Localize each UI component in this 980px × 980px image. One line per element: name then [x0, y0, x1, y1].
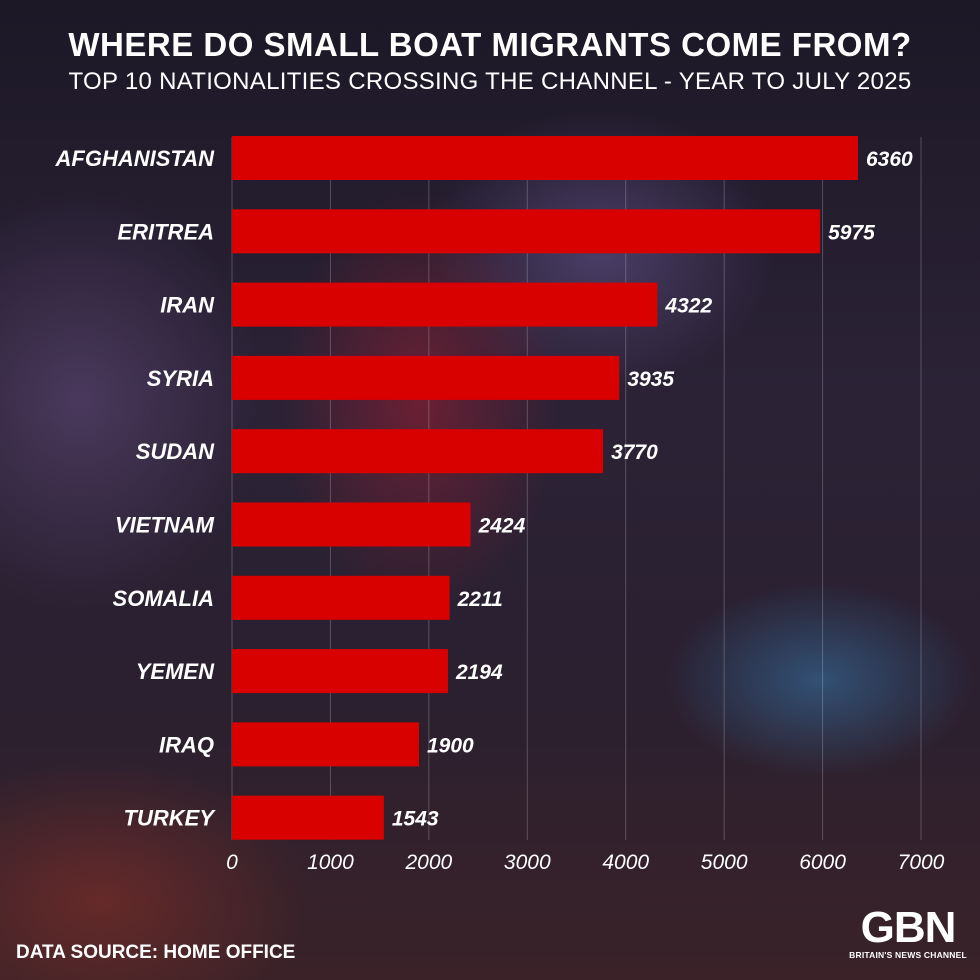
category-label: AFGHANISTAN [55, 146, 216, 171]
value-label: 3935 [627, 368, 674, 391]
bar [232, 355, 620, 400]
category-label: IRAQ [159, 732, 214, 757]
x-tick-label: 7000 [898, 851, 945, 874]
data-source: DATA SOURCE: HOME OFFICE [16, 942, 296, 963]
value-label: 2211 [457, 588, 503, 611]
category-label: TURKEY [124, 806, 217, 831]
bar [232, 795, 384, 840]
chart-subtitle: TOP 10 NATIONALITIES CROSSING THE CHANNE… [68, 68, 912, 95]
x-tick-label: 1000 [307, 851, 354, 874]
value-label: 2424 [478, 515, 526, 538]
category-label: VIETNAM [115, 513, 215, 538]
category-label: IRAN [160, 293, 215, 318]
category-label: SYRIA [147, 366, 214, 391]
x-tick-label: 4000 [602, 851, 649, 874]
bar [232, 282, 658, 327]
x-tick-label: 2000 [404, 851, 452, 874]
bar [232, 722, 420, 767]
category-label: ERITREA [117, 219, 214, 244]
value-label: 1543 [392, 808, 439, 831]
category-label: SUDAN [136, 439, 215, 464]
bar [232, 575, 450, 620]
value-label: 4322 [664, 295, 712, 318]
value-label: 5975 [828, 221, 875, 244]
category-label: SOMALIA [113, 586, 214, 611]
gbn-logo: GBN BRITAIN'S NEWS CHANNEL [846, 903, 970, 961]
value-label: 3770 [611, 441, 658, 464]
chart-title: WHERE DO SMALL BOAT MIGRANTS COME FROM? [68, 26, 912, 63]
bar [232, 209, 821, 254]
x-tick-label: 3000 [504, 851, 551, 874]
logo-tagline: BRITAIN'S NEWS CHANNEL [849, 950, 967, 960]
value-label: 6360 [866, 148, 913, 171]
x-tick-label: 5000 [701, 851, 748, 874]
logo-text: GBN [860, 903, 957, 952]
value-label: 1900 [427, 734, 474, 757]
x-tick-label: 6000 [799, 851, 846, 874]
bar [232, 649, 448, 694]
bar [232, 429, 604, 474]
bar [232, 502, 471, 547]
value-label: 2194 [455, 661, 503, 684]
x-tick-label: 0 [226, 851, 238, 874]
bar [232, 136, 859, 180]
category-label: YEMEN [136, 659, 215, 684]
